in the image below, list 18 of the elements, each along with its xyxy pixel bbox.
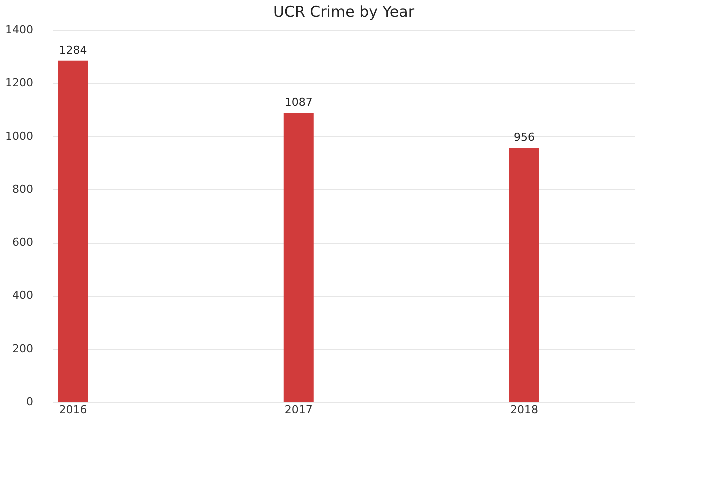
chart-title: UCR Crime by Year [274,3,416,21]
x-tick-label: 2018 [510,404,538,416]
x-tick-label: 2016 [59,404,88,416]
y-tick-label: 1400 [6,24,34,36]
y-tick-label: 0 [26,396,34,408]
data-label: 1087 [284,96,313,110]
y-tick-label: 400 [12,289,34,302]
y-tick-label: 800 [12,182,34,196]
y-tick-label: 600 [12,236,34,250]
bar [58,60,88,402]
data-label: 1284 [59,44,88,57]
y-tick-label: 200 [12,342,34,356]
bar [509,148,540,402]
data-label: 956 [514,130,535,144]
x-tick-label: 2017 [284,404,313,416]
y-tick-label: 1000 [6,130,34,143]
bar [284,113,314,402]
y-tick-label: 1200 [6,76,34,90]
